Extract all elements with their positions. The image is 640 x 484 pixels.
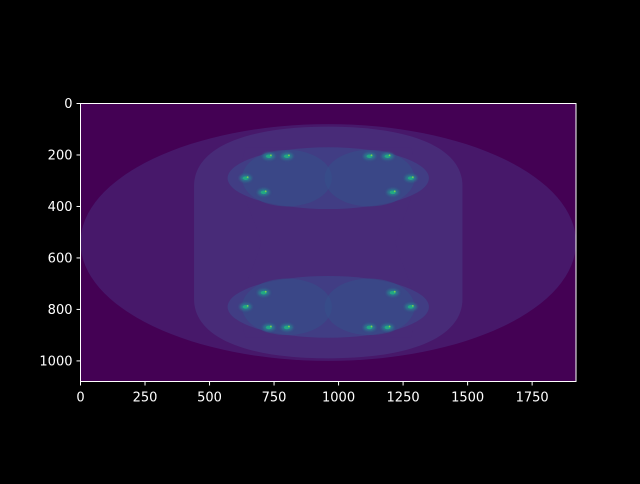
fractal-point-10 [246, 304, 249, 307]
fractal-point-7 [393, 190, 396, 193]
y-tick-label: 400 [48, 200, 73, 215]
fractal-point-2 [246, 176, 249, 179]
x-tick-label: 1250 [387, 391, 420, 406]
plot-frame [80, 103, 577, 382]
x-tick-label: 750 [262, 391, 287, 406]
y-tick-label: 1000 [39, 354, 72, 369]
x-tick-label: 1750 [516, 391, 549, 406]
y-tick-label: 0 [64, 97, 72, 112]
fractal-image [80, 103, 576, 382]
y-tick-label: 200 [48, 148, 73, 163]
x-tick-label: 250 [133, 391, 158, 406]
fractal-point-13 [370, 325, 373, 328]
fractal-point-15 [393, 290, 396, 293]
fractal-point-3 [264, 190, 267, 193]
fractal-point-14 [411, 304, 414, 307]
fractal-point-0 [269, 154, 272, 157]
y-tick-label: 600 [48, 251, 73, 266]
y-tick-label: 800 [48, 303, 73, 318]
x-tick-label: 0 [76, 391, 84, 406]
x-axis: 0 250 500 750 1000 1250 1500 1750 [76, 381, 549, 406]
fractal-point-1 [288, 154, 290, 157]
fractal-point-12 [388, 325, 391, 328]
fractal-point-11 [264, 290, 267, 293]
fractal-point-6 [411, 176, 414, 179]
fractal-point-5 [370, 154, 373, 157]
x-tick-label: 1500 [451, 391, 484, 406]
x-tick-label: 1000 [322, 391, 355, 406]
y-axis: 0 200 400 600 800 1000 [39, 97, 81, 369]
fractal-point-8 [269, 325, 272, 328]
x-tick-label: 500 [197, 391, 222, 406]
fractal-point-9 [288, 325, 290, 328]
fractal-point-4 [388, 154, 391, 157]
